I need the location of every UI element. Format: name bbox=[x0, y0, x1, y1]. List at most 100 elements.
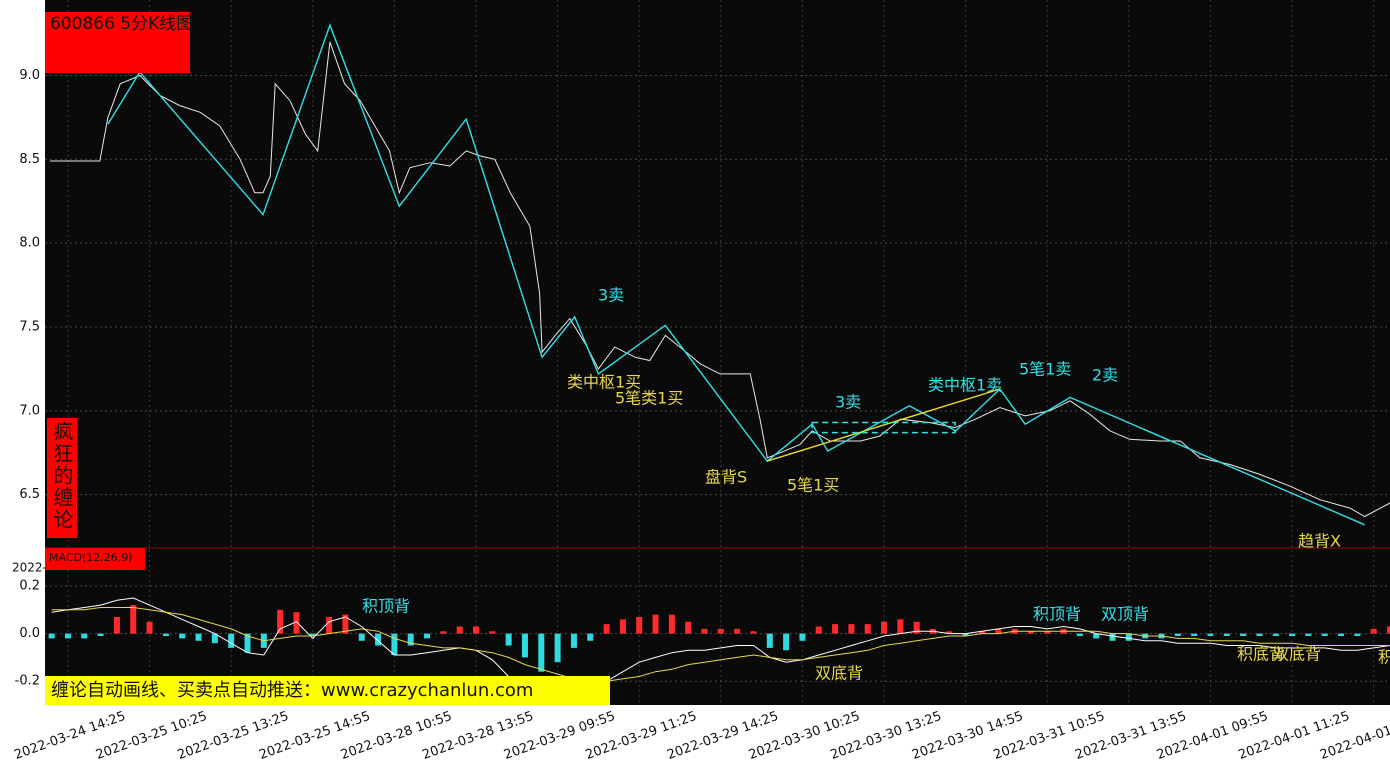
macd-bar bbox=[1109, 633, 1116, 641]
macd-bar bbox=[962, 633, 969, 637]
macd-bar bbox=[766, 633, 773, 648]
annotation: 趋背X bbox=[1298, 532, 1341, 551]
macd-bar bbox=[1240, 633, 1247, 637]
macd-bar bbox=[668, 614, 675, 634]
grid bbox=[45, 0, 1390, 705]
side-label-box bbox=[47, 418, 77, 538]
macd-bar bbox=[1191, 633, 1198, 637]
macd-bar bbox=[619, 619, 626, 634]
macd-bar bbox=[848, 624, 855, 634]
macd-bar bbox=[734, 628, 741, 634]
y-tick-label: 7.5 bbox=[19, 319, 40, 334]
macd-bar bbox=[1256, 633, 1263, 637]
annotation: 5笔类1买 bbox=[615, 389, 683, 408]
macd-bar bbox=[832, 624, 839, 634]
annotation: 积底背 bbox=[1237, 645, 1285, 664]
banner-box bbox=[45, 676, 610, 705]
y-tick-label: 7.0 bbox=[19, 403, 40, 418]
macd-bar bbox=[211, 633, 218, 644]
y-tick-label: 9.0 bbox=[19, 68, 40, 83]
macd-bar bbox=[1044, 631, 1051, 634]
annotation: 3卖 bbox=[598, 286, 624, 305]
macd-bar bbox=[244, 633, 251, 653]
macd-bar bbox=[587, 633, 594, 641]
macd-bar bbox=[815, 626, 822, 634]
side-label: 疯狂的缠论 bbox=[50, 421, 74, 531]
macd-bar bbox=[1027, 631, 1034, 634]
macd-bar bbox=[570, 633, 577, 648]
macd-bar bbox=[1174, 633, 1181, 637]
pivot-zone bbox=[811, 421, 956, 434]
price-line bbox=[50, 41, 1390, 518]
annotation: 5笔1卖 bbox=[1019, 360, 1071, 379]
corner-label: 2022- bbox=[12, 561, 47, 575]
macd-bar bbox=[881, 621, 888, 634]
plot-area bbox=[45, 0, 1390, 705]
macd-bar bbox=[701, 628, 708, 634]
indicator-label-box bbox=[45, 548, 145, 570]
macd-bar bbox=[1223, 633, 1230, 637]
annotation: 双底背 bbox=[815, 664, 863, 683]
macd-bar bbox=[1207, 633, 1214, 637]
macd-bar bbox=[799, 633, 806, 641]
macd-bar bbox=[375, 633, 382, 646]
macd-bar bbox=[407, 633, 414, 646]
annotation: 类中枢1买 bbox=[567, 373, 641, 392]
macd-bar bbox=[489, 631, 496, 634]
macd-bar bbox=[717, 628, 724, 634]
macd-bar bbox=[946, 631, 953, 634]
macd-bar bbox=[424, 633, 431, 639]
macd-bar bbox=[783, 633, 790, 651]
macd-bar bbox=[293, 612, 300, 634]
chart-title: 600866 5分K线图 bbox=[50, 14, 193, 34]
marks bbox=[48, 23, 1390, 701]
y-tick-label: 0.2 bbox=[19, 579, 40, 594]
macd-bar bbox=[750, 631, 757, 634]
macd-bar bbox=[538, 633, 545, 672]
macd-bar bbox=[1305, 633, 1312, 637]
macd-bar bbox=[195, 633, 202, 641]
annotation: 积 bbox=[1378, 648, 1390, 667]
macd-bar bbox=[113, 616, 120, 634]
y-tick-label: -0.2 bbox=[15, 674, 40, 689]
macd-bar bbox=[228, 633, 235, 648]
price-line bbox=[767, 388, 1001, 462]
macd-bar bbox=[162, 633, 169, 637]
macd-bar bbox=[81, 633, 88, 639]
macd-bar bbox=[521, 633, 528, 658]
annotation: 积顶背 bbox=[1033, 605, 1081, 624]
macd-bar bbox=[554, 633, 561, 663]
macd-bar bbox=[505, 633, 512, 646]
macd-bar bbox=[1272, 633, 1279, 637]
annotation: 积顶背 bbox=[362, 597, 410, 616]
macd-bar bbox=[864, 624, 871, 634]
macd-bar bbox=[1289, 633, 1296, 637]
banner: 缠论自动画线、买卖点自动推送：www.crazychanlun.com bbox=[51, 680, 533, 701]
macd-bar bbox=[358, 633, 365, 641]
macd-bar bbox=[179, 633, 186, 639]
macd-bar bbox=[146, 621, 153, 634]
y-tick-label: 8.0 bbox=[19, 236, 40, 251]
y-tick-label: 0.0 bbox=[19, 626, 40, 641]
macd-bar bbox=[1338, 633, 1345, 637]
macd-bar bbox=[897, 619, 904, 634]
y-tick-label: 6.5 bbox=[19, 487, 40, 502]
annotation: 盘背S bbox=[705, 468, 747, 487]
macd-bar bbox=[391, 633, 398, 656]
macd-bar bbox=[64, 633, 71, 639]
annotation: 2卖 bbox=[1092, 366, 1118, 385]
macd-bar bbox=[1321, 633, 1328, 637]
macd-bar bbox=[603, 624, 610, 634]
macd-bar bbox=[277, 609, 284, 634]
annotation: 5笔1买 bbox=[787, 476, 839, 495]
annotation: 双顶背 bbox=[1101, 605, 1149, 624]
macd-bar bbox=[1387, 626, 1390, 634]
macd-bar bbox=[1076, 633, 1083, 637]
annotation: 类中枢1卖 bbox=[928, 376, 1002, 395]
macd-bar bbox=[97, 633, 104, 637]
macd-line bbox=[51, 607, 1390, 682]
macd-bar bbox=[1354, 633, 1361, 637]
title-box bbox=[45, 12, 190, 73]
